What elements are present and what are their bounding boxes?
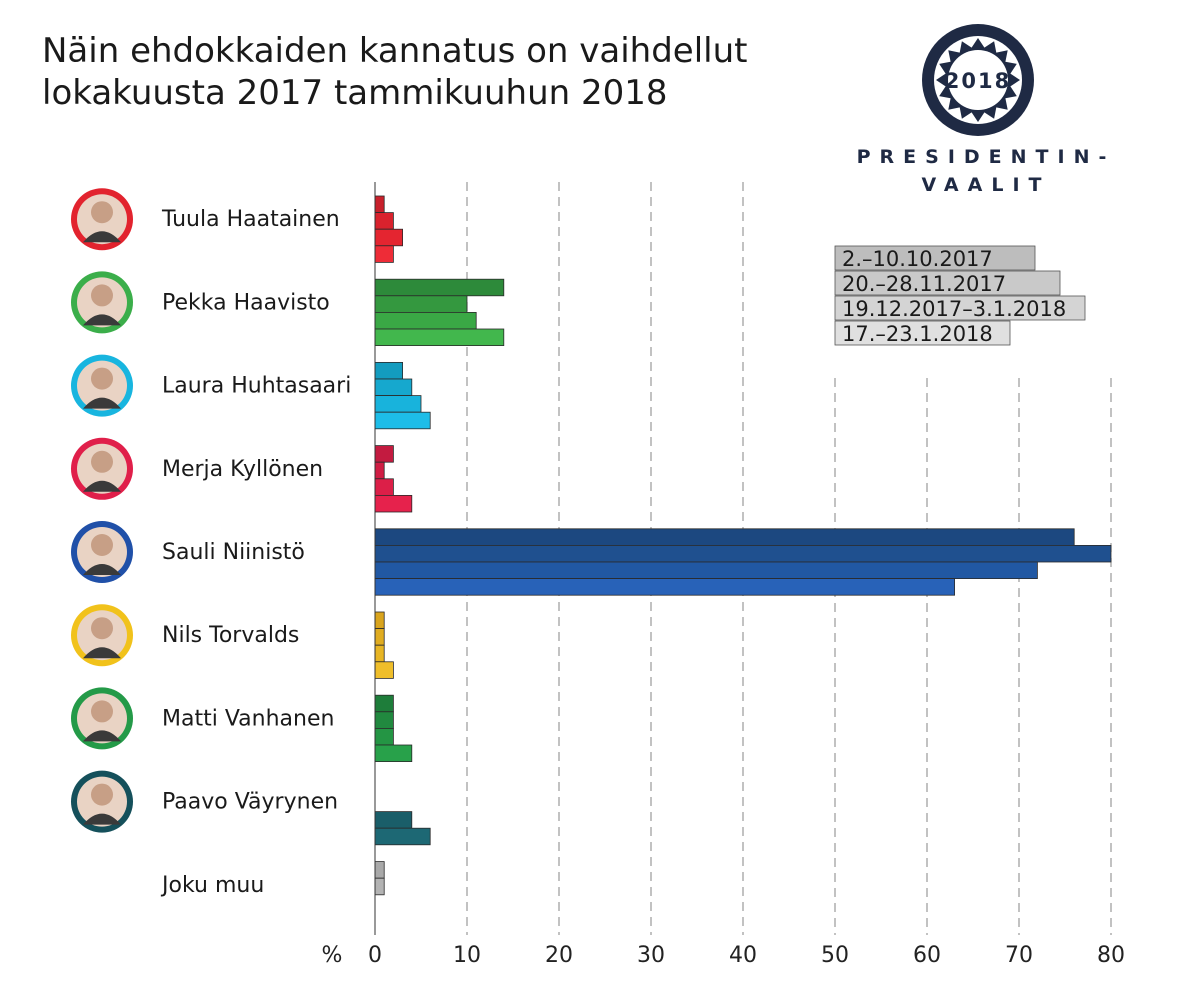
bar: [374, 528, 1075, 546]
x-tick-label: 70: [1005, 943, 1033, 968]
legend-swatch: [834, 320, 1011, 346]
legend-label: 19.12.2017–3.1.2018: [842, 297, 1066, 321]
bars: [374, 195, 1112, 896]
bar: [374, 561, 1038, 580]
bar: [374, 478, 394, 496]
bar: [374, 295, 468, 313]
legend-swatch: [834, 245, 1036, 271]
election-emblem-icon: 2018: [922, 24, 1034, 136]
x-tick-label: 60: [913, 943, 941, 968]
bar: [374, 578, 955, 596]
bar: [374, 278, 505, 297]
bar: [374, 328, 505, 347]
x-axis-ticks: 0 10 20 30 40 50 60 70 80%: [322, 943, 1125, 968]
chart-title: Näin ehdokkaiden kannatus on vaihdellut …: [42, 30, 862, 114]
bar: [374, 661, 394, 679]
bar: [374, 245, 394, 263]
legend-swatch: [834, 270, 1061, 296]
chart-title-line-2: lokakuusta 2017 tammikuuhun 2018: [42, 73, 668, 113]
bar: [374, 461, 385, 480]
bar: [374, 628, 385, 646]
bar: [374, 395, 422, 413]
bar: [374, 411, 431, 430]
logo-word-line-2: VAALIT: [921, 174, 1051, 196]
legend-swatch: [834, 295, 1086, 321]
bar: [374, 611, 385, 630]
x-tick-label: 10: [453, 943, 481, 968]
x-tick-label: 30: [637, 943, 665, 968]
bar: [374, 811, 413, 829]
x-tick-label: 40: [729, 943, 757, 968]
bar: [374, 361, 404, 380]
bar: [374, 311, 477, 330]
bar: [374, 744, 413, 763]
x-tick-label: 0: [368, 943, 382, 968]
logo-word-line-1: PRESIDENTIN-: [856, 146, 1116, 168]
legend-label: 20.–28.11.2017: [842, 272, 1006, 296]
candidate-name: Merja Kyllönen: [162, 457, 323, 482]
candidate-name: Matti Vanhanen: [162, 706, 334, 731]
bar: [374, 212, 394, 230]
election-logo: 2018 PRESIDENTIN- VAALIT: [846, 22, 1126, 202]
candidate-name: Laura Huhtasaari: [162, 374, 351, 399]
candidate-name: Nils Torvalds: [162, 623, 299, 648]
bar: [374, 228, 404, 247]
bar: [374, 494, 413, 513]
x-tick-label: 50: [821, 943, 849, 968]
bar: [374, 861, 385, 879]
candidate-name: Paavo Väyrynen: [162, 790, 338, 815]
chart-title-line-1: Näin ehdokkaiden kannatus on vaihdellut: [42, 31, 748, 71]
legend-label: 17.–23.1.2018: [842, 322, 993, 346]
bar: [374, 445, 394, 463]
x-tick-label: 80: [1097, 943, 1125, 968]
bar: [374, 694, 394, 713]
candidate-name: Tuula Haatainen: [161, 207, 340, 232]
logo-year: 2018: [945, 69, 1011, 93]
bar: [374, 877, 385, 896]
bar: [374, 711, 394, 729]
candidate-photo: [71, 521, 133, 583]
bar: [374, 378, 413, 397]
candidate-name: Pekka Haavisto: [162, 290, 330, 315]
candidate-photo: [71, 354, 133, 417]
x-tick-label: 20: [545, 943, 573, 968]
bar: [374, 728, 394, 746]
bar: [374, 545, 1112, 563]
candidate-name: Joku muu: [160, 873, 264, 898]
candidate-name: Sauli Niinistö: [162, 540, 305, 565]
candidate-photo: [71, 188, 133, 251]
candidate-photos: [71, 188, 133, 833]
legend-label: 2.–10.10.2017: [842, 247, 993, 271]
candidate-photo: [71, 770, 133, 833]
bar: [374, 644, 385, 663]
candidate-photo: [71, 437, 133, 500]
candidate-names: Tuula Haatainen Pekka Haavisto Laura Huhta…: [160, 207, 351, 898]
bar: [374, 827, 431, 846]
bar: [374, 195, 385, 214]
legend: 2.–10.10.201720.–28.11.201719.12.2017–3.…: [834, 245, 1086, 346]
candidate-photo: [71, 687, 133, 750]
candidate-photo: [71, 604, 133, 667]
candidate-photo: [71, 271, 133, 334]
x-axis-label: %: [322, 943, 343, 968]
